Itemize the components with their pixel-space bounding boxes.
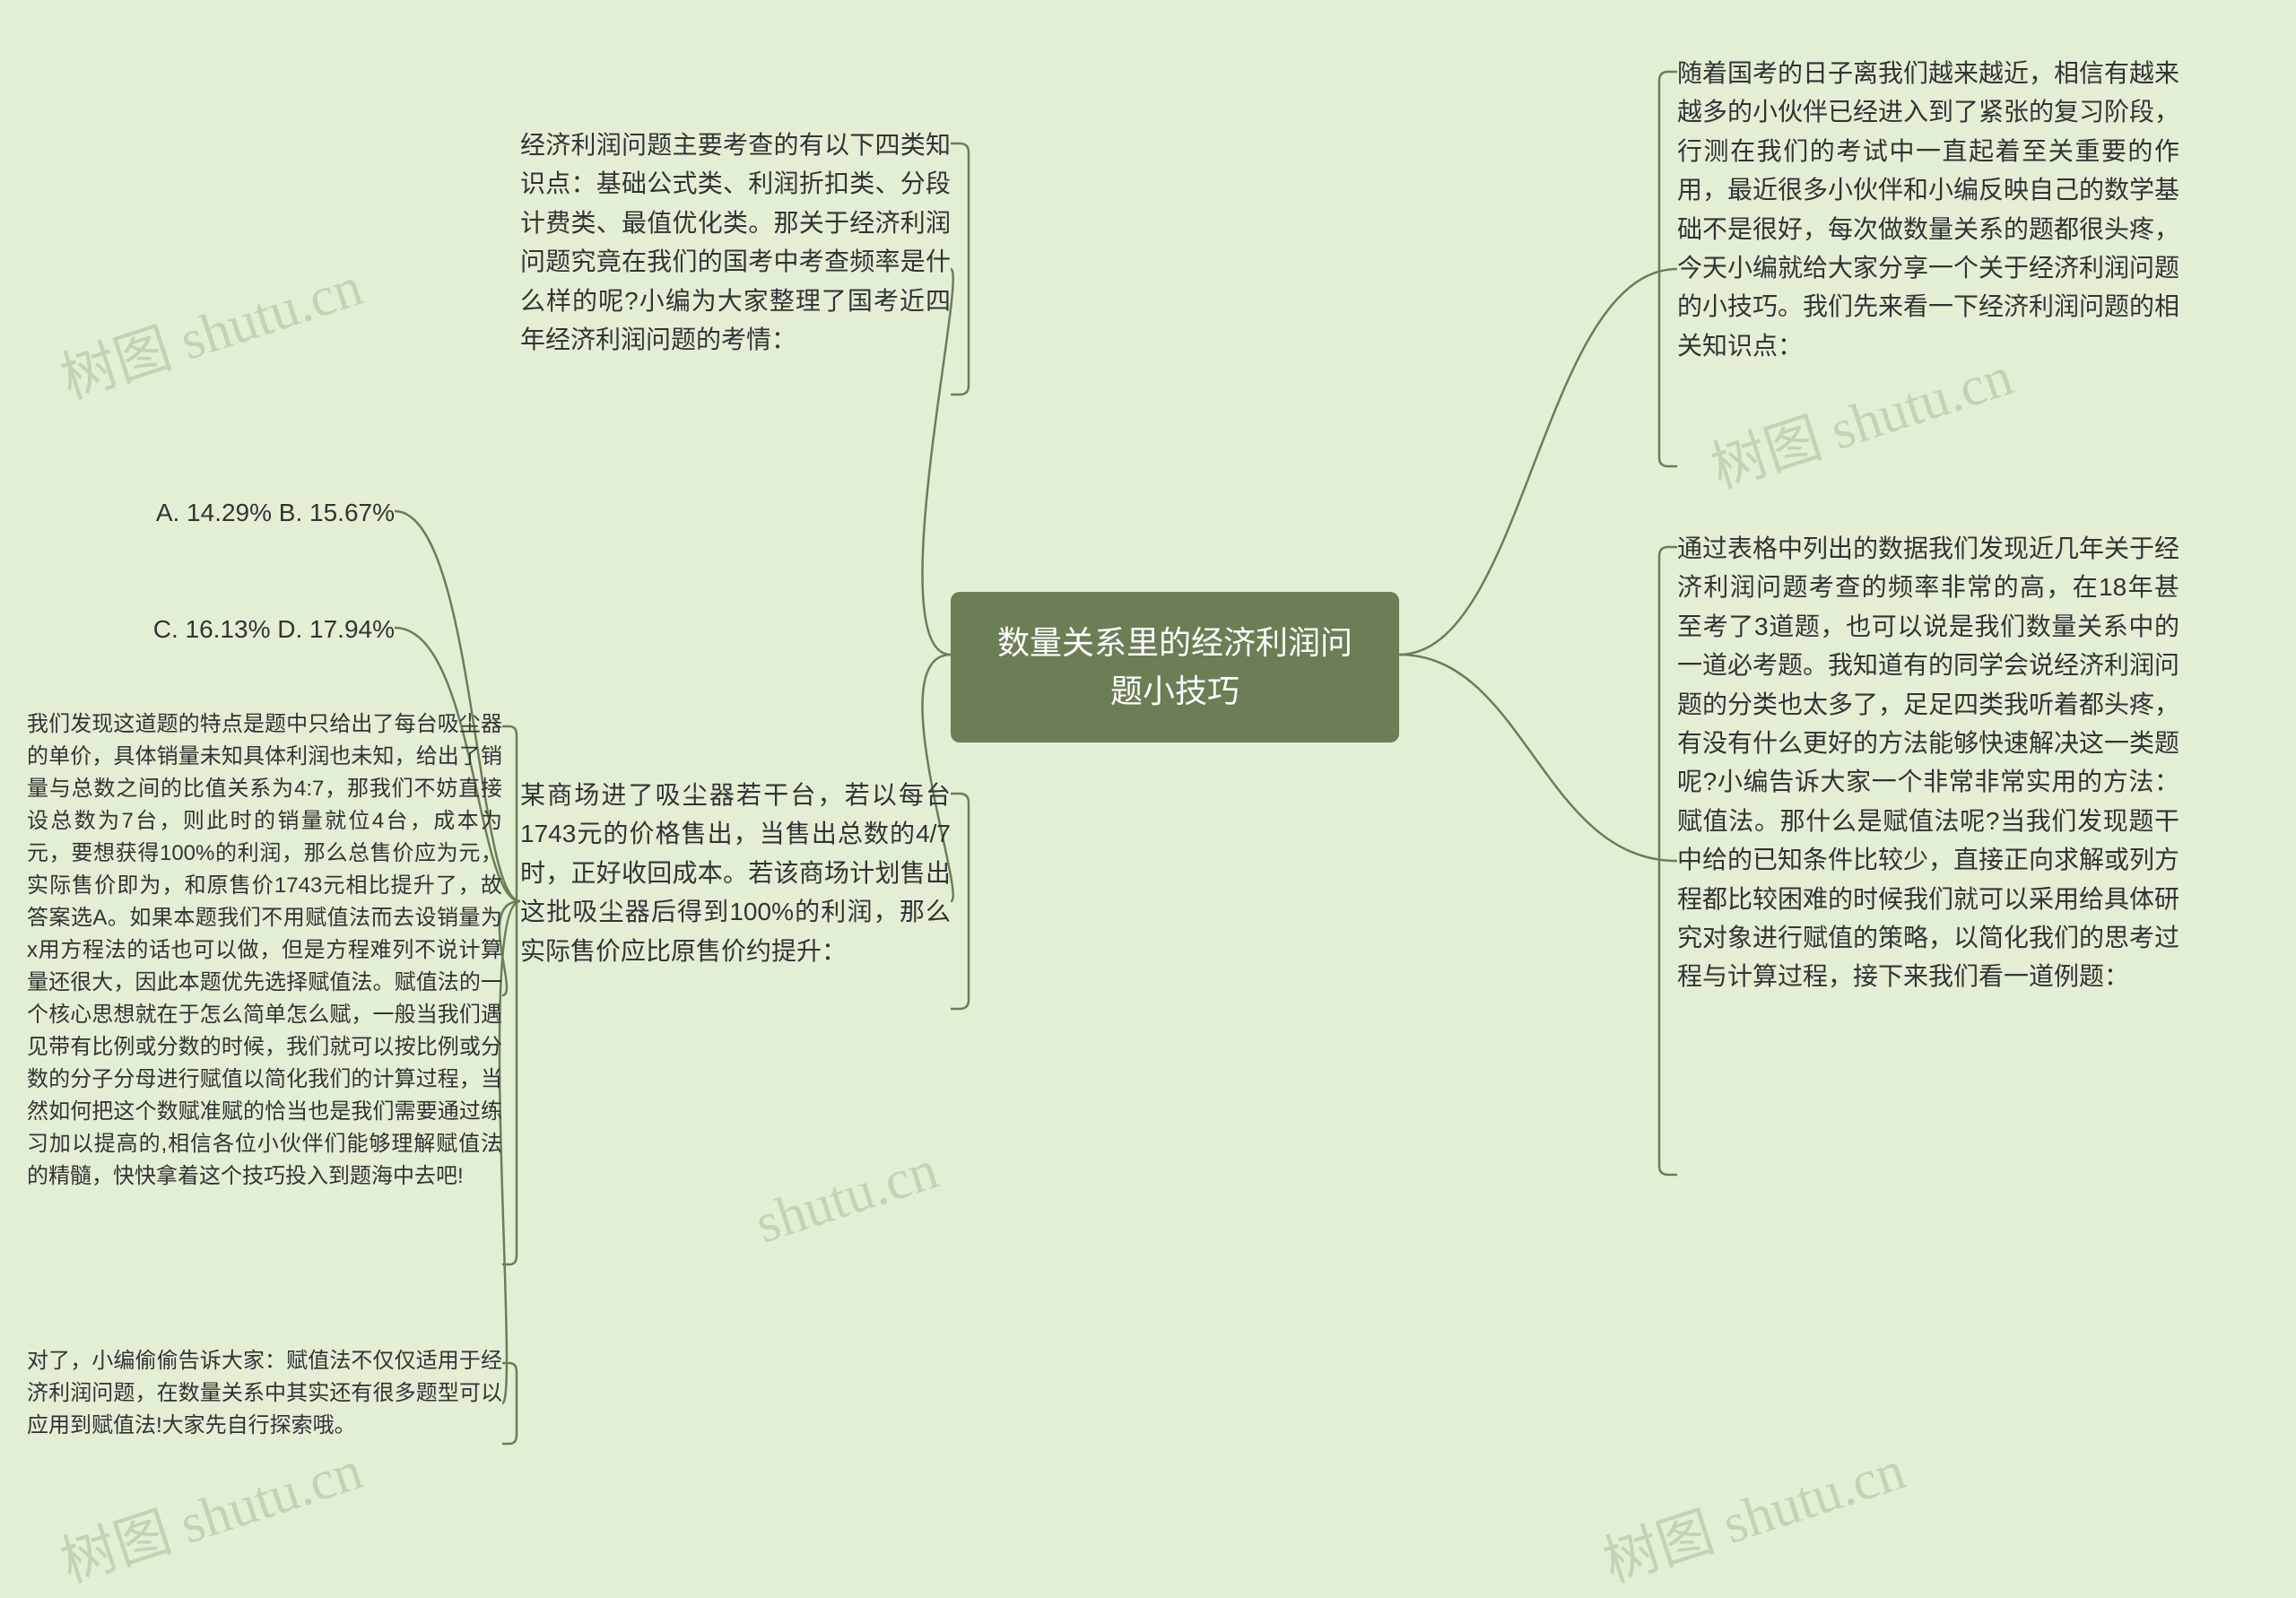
- node-l2b[interactable]: C. 16.13% D. 17.94%: [126, 610, 395, 648]
- connector-bracket: [951, 143, 969, 395]
- watermark: 树图 shutu.cn: [1592, 1424, 1914, 1597]
- connector: [1399, 269, 1677, 655]
- node-l2d[interactable]: 对了，小编偷偷告诉大家：赋值法不仅仅适用于经济利润问题，在数量关系中其实还有很多…: [27, 1345, 502, 1442]
- connector-bracket: [502, 726, 517, 1264]
- connector: [1399, 655, 1677, 861]
- node-r1[interactable]: 随着国考的日子离我们越来越近，相信有越来越多的小伙伴已经进入到了紧张的复习阶段，…: [1677, 54, 2179, 365]
- node-l2[interactable]: 某商场进了吸尘器若干台，若以每台1743元的价格售出，当售出总数的4/7时，正好…: [520, 776, 951, 970]
- watermark: shutu.cn: [748, 1139, 945, 1257]
- connector-bracket: [1659, 547, 1677, 1175]
- watermark: 树图 shutu.cn: [49, 240, 371, 413]
- node-l2c[interactable]: 我们发现这道题的特点是题中只给出了每台吸尘器的单价，具体销量未知具体利润也未知，…: [27, 708, 502, 1193]
- watermark: 树图 shutu.cn: [49, 1424, 371, 1597]
- connector-bracket: [951, 794, 969, 1009]
- connector: [500, 901, 520, 1403]
- node-l1[interactable]: 经济利润问题主要考查的有以下四类知识点：基础公式类、利润折扣类、分段计费类、最值…: [520, 126, 951, 359]
- connector: [500, 901, 520, 995]
- connector-bracket: [1659, 72, 1677, 466]
- mindmap-center[interactable]: 数量关系里的经济利润问题小技巧: [951, 592, 1399, 743]
- node-r2[interactable]: 通过表格中列出的数据我们发现近几年关于经济利润问题考查的频率非常的高，在18年甚…: [1677, 529, 2179, 996]
- connector-bracket: [502, 1363, 517, 1444]
- center-title: 数量关系里的经济利润问题小技巧: [997, 624, 1352, 709]
- node-l2a[interactable]: A. 14.29% B. 15.67%: [126, 493, 395, 532]
